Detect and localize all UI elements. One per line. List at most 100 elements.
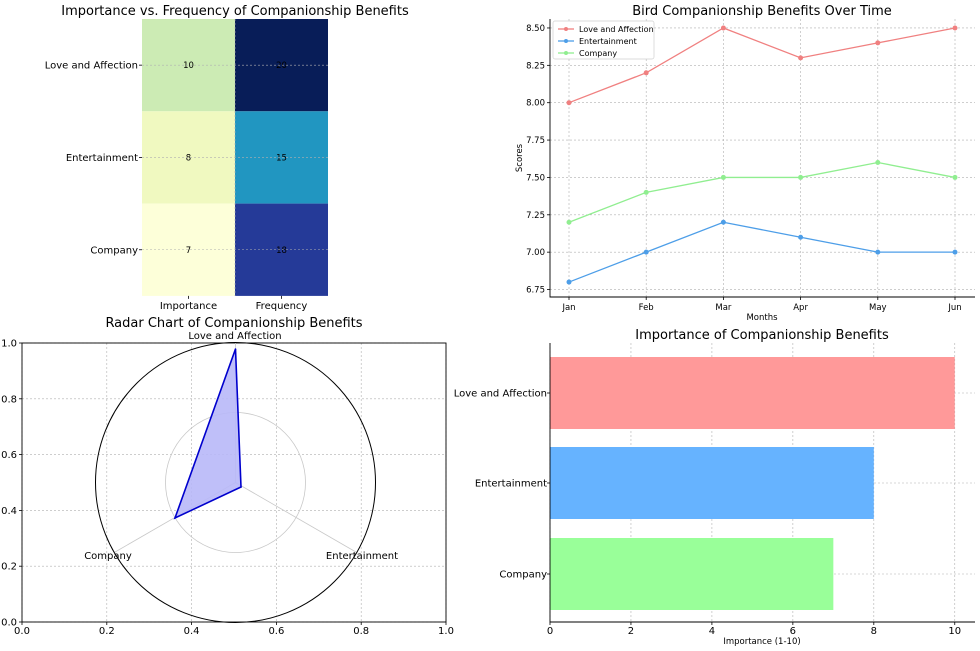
line-axes — [549, 19, 975, 298]
line-point-2-2 — [720, 174, 726, 180]
heatmap-cell-label: 8 — [186, 153, 191, 163]
line-legend-marker-2 — [564, 51, 568, 55]
line-legend-box — [552, 20, 655, 60]
line-point-0-2 — [720, 25, 726, 31]
line-point-0-0 — [566, 100, 572, 106]
line-y-tick-label: 6.75 — [526, 286, 545, 296]
bar-x-tick-label: 6 — [790, 626, 796, 637]
bar-category-label-1: Entertainment — [475, 479, 547, 490]
radar-x-tick-label: 1.0 — [438, 626, 454, 637]
line-legend-marker-0 — [564, 27, 568, 31]
line-series-2 — [568, 161, 956, 223]
line-point-0-1 — [643, 70, 649, 76]
line-point-0-3 — [798, 55, 804, 61]
radar-vertex-0 — [234, 348, 237, 350]
bar-axes — [549, 343, 975, 623]
radar-x-tick-label: 0.2 — [99, 626, 115, 637]
heatmap-cell-label: 15 — [276, 153, 287, 163]
line-point-1-5 — [952, 249, 958, 255]
line-point-1-3 — [798, 234, 804, 240]
line-x-tick-label: Jun — [947, 303, 961, 313]
heatmap-row-label: Entertainment — [66, 153, 138, 164]
line-point-2-0 — [566, 219, 572, 225]
line-point-2-1 — [643, 189, 649, 195]
line-x-tick-label: Feb — [639, 303, 654, 313]
radar-y-tick-label: 0.8 — [1, 394, 17, 405]
bar-x-axis-label: Importance (1-10) — [723, 637, 800, 647]
radar-y-tick-label: 1.0 — [1, 339, 17, 350]
bar-chart-panel: Importance of Companionship Benefits Love… — [454, 328, 975, 647]
radar-axis-label-1: Entertainment — [326, 551, 398, 562]
line-point-2-4 — [875, 159, 881, 165]
radar-y-tick-label: 0.4 — [1, 506, 17, 517]
line-x-tick-label: May — [869, 303, 887, 313]
heatmap-row-label: Company — [90, 245, 138, 256]
heatmap-cell-label: 20 — [276, 61, 287, 71]
line-series-0 — [568, 27, 956, 104]
line-point-1-1 — [643, 249, 649, 255]
line-x-tick-label: Mar — [715, 303, 732, 313]
radar-y-tick-label: 0.6 — [1, 450, 17, 461]
bar-2 — [550, 538, 834, 610]
heatmap-title: Importance vs. Frequency of Companionshi… — [61, 4, 409, 19]
line-point-1-4 — [875, 249, 881, 255]
radar-vertex-2 — [174, 517, 176, 519]
heatmap-panel: Importance vs. Frequency of Companionshi… — [45, 4, 409, 312]
line-series-1 — [568, 221, 955, 283]
line-point-0-4 — [875, 40, 881, 46]
radar-data-polygon — [173, 348, 242, 520]
line-point-2-5 — [952, 174, 958, 180]
line-x-tick-label: Apr — [793, 303, 808, 313]
line-legend-label-0: Love and Affection — [579, 25, 654, 34]
line-y-tick-label: 7.50 — [526, 173, 545, 183]
heatmap-cell-label: 10 — [183, 61, 194, 71]
bar-x-tick-label: 4 — [709, 626, 715, 637]
heatmap-col-label: Frequency — [256, 301, 308, 312]
radar-x-tick-label: 0.8 — [353, 626, 369, 637]
bar-1 — [550, 447, 874, 519]
bar-x-tick-label: 2 — [628, 626, 634, 637]
bar-x-tick-label: 10 — [948, 626, 961, 637]
radar-vertex-1 — [240, 486, 242, 488]
radar-axis-label-0: Love and Affection — [188, 331, 281, 342]
radar-x-tick-label: 0.0 — [14, 626, 30, 637]
line-y-tick-label: 8.00 — [526, 99, 545, 109]
radar-x-tick-label: 0.4 — [184, 626, 200, 637]
line-x-axis-label: Months — [746, 313, 778, 323]
heatmap-col-label: Importance — [160, 301, 217, 312]
heatmap-row-label: Love and Affection — [45, 61, 138, 72]
line-point-2-3 — [798, 174, 804, 180]
line-y-tick-label: 7.75 — [526, 136, 545, 146]
line-legend-marker-1 — [564, 39, 568, 43]
line-point-0-5 — [952, 25, 958, 31]
heatmap-cell-label: 18 — [276, 246, 287, 256]
radar-y-tick-label: 0.2 — [1, 562, 17, 573]
line-x-tick-label: Jan — [561, 303, 575, 313]
radar-title: Radar Chart of Companionship Benefits — [105, 316, 362, 331]
radar-chart-panel: Radar Chart of Companionship Benefits 0.0… — [1, 316, 454, 637]
bar-chart-title: Importance of Companionship Benefits — [635, 328, 889, 343]
bar-x-tick-label: 8 — [871, 626, 877, 637]
line-chart-panel: Bird Companionship Benefits Over Time 6.7… — [515, 4, 975, 323]
line-y-axis-label: Scores — [515, 143, 525, 172]
line-y-tick-label: 7.25 — [526, 211, 545, 221]
line-legend-label-2: Company — [579, 49, 617, 58]
bar-category-label-2: Company — [499, 570, 547, 581]
line-legend-label-1: Entertainment — [579, 37, 637, 46]
bar-x-tick-label: 0 — [547, 626, 553, 637]
line-y-tick-label: 7.00 — [526, 248, 545, 258]
line-chart-title: Bird Companionship Benefits Over Time — [632, 4, 892, 19]
line-point-1-2 — [720, 219, 726, 225]
radar-y-tick-label: 0.0 — [1, 618, 17, 629]
line-y-tick-label: 8.50 — [526, 24, 545, 34]
bar-0 — [550, 357, 955, 429]
radar-x-tick-label: 0.6 — [268, 626, 284, 637]
heatmap-cell-label: 7 — [186, 246, 191, 256]
bar-category-label-0: Love and Affection — [454, 389, 547, 400]
radar-spoke-1 — [235, 482, 357, 553]
radar-outer-ring — [95, 342, 376, 623]
line-point-1-0 — [566, 279, 572, 285]
radar-axis-label-2: Company — [84, 551, 132, 562]
line-y-tick-label: 8.25 — [526, 61, 545, 71]
